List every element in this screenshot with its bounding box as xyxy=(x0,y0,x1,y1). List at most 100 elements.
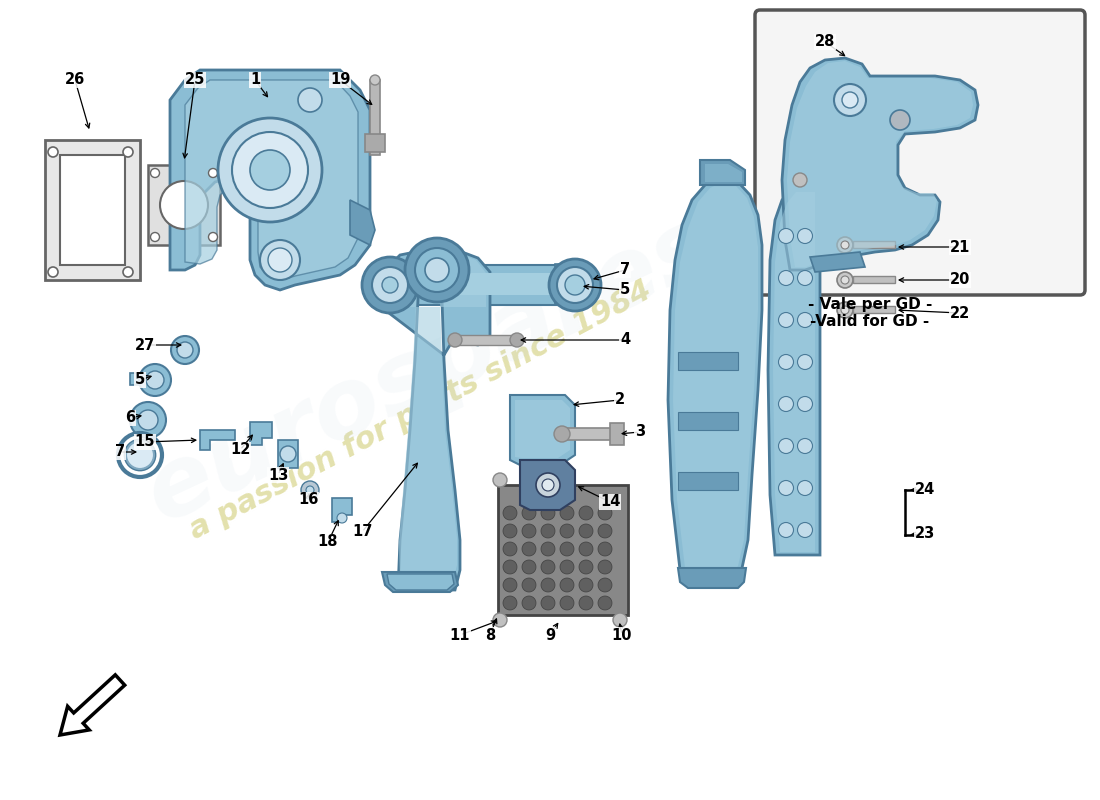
Circle shape xyxy=(372,267,408,303)
Text: 21: 21 xyxy=(949,239,970,254)
Text: 7: 7 xyxy=(620,262,630,278)
Text: 28: 28 xyxy=(815,34,835,50)
Circle shape xyxy=(598,596,612,610)
Circle shape xyxy=(503,560,517,574)
Circle shape xyxy=(779,354,793,370)
Polygon shape xyxy=(705,164,742,182)
Circle shape xyxy=(250,150,290,190)
Circle shape xyxy=(798,438,813,454)
Circle shape xyxy=(260,240,300,280)
Circle shape xyxy=(146,371,164,389)
Circle shape xyxy=(560,506,574,520)
Circle shape xyxy=(280,446,296,462)
Text: 26: 26 xyxy=(65,73,85,87)
Circle shape xyxy=(560,524,574,538)
Circle shape xyxy=(493,613,507,627)
Circle shape xyxy=(522,596,536,610)
Circle shape xyxy=(425,258,449,282)
Circle shape xyxy=(579,524,593,538)
Text: 10: 10 xyxy=(612,627,632,642)
Circle shape xyxy=(779,438,793,454)
Bar xyxy=(852,276,895,283)
Circle shape xyxy=(123,267,133,277)
Circle shape xyxy=(779,481,793,495)
Polygon shape xyxy=(515,400,570,458)
Circle shape xyxy=(541,596,556,610)
Polygon shape xyxy=(170,70,370,290)
Circle shape xyxy=(151,169,160,178)
Circle shape xyxy=(541,524,556,538)
Circle shape xyxy=(842,276,849,284)
Circle shape xyxy=(779,397,793,411)
Circle shape xyxy=(48,267,58,277)
Circle shape xyxy=(123,147,133,157)
Bar xyxy=(562,428,617,440)
Circle shape xyxy=(362,257,418,313)
Bar xyxy=(60,155,125,265)
Text: 9: 9 xyxy=(544,627,556,642)
FancyArrow shape xyxy=(60,675,124,735)
Bar xyxy=(610,423,624,445)
Circle shape xyxy=(549,259,601,311)
Bar xyxy=(148,165,220,245)
Circle shape xyxy=(779,522,793,538)
Circle shape xyxy=(798,397,813,411)
Circle shape xyxy=(793,173,807,187)
Circle shape xyxy=(522,578,536,592)
Circle shape xyxy=(598,506,612,520)
Circle shape xyxy=(560,542,574,556)
Circle shape xyxy=(177,342,192,358)
Bar xyxy=(365,134,385,152)
Polygon shape xyxy=(385,252,490,590)
Circle shape xyxy=(218,118,322,222)
Text: 12: 12 xyxy=(230,442,250,458)
Circle shape xyxy=(798,229,813,243)
Polygon shape xyxy=(510,395,575,465)
Circle shape xyxy=(125,440,155,470)
Bar xyxy=(45,140,140,280)
Circle shape xyxy=(139,364,170,396)
Text: - Vale per GD -: - Vale per GD - xyxy=(807,298,932,313)
Bar xyxy=(852,241,895,248)
Circle shape xyxy=(842,306,849,314)
Circle shape xyxy=(598,524,612,538)
Circle shape xyxy=(560,596,574,610)
Text: 27: 27 xyxy=(135,338,155,353)
Circle shape xyxy=(510,333,524,347)
Circle shape xyxy=(779,229,793,243)
Circle shape xyxy=(522,524,536,538)
Circle shape xyxy=(522,506,536,520)
Circle shape xyxy=(842,241,849,249)
Circle shape xyxy=(798,481,813,495)
Polygon shape xyxy=(782,58,978,270)
Circle shape xyxy=(798,354,813,370)
Bar xyxy=(455,335,517,345)
Circle shape xyxy=(579,560,593,574)
Circle shape xyxy=(541,578,556,592)
Text: 4: 4 xyxy=(620,333,630,347)
Text: 25: 25 xyxy=(185,73,206,87)
Polygon shape xyxy=(185,80,358,280)
Circle shape xyxy=(268,248,292,272)
Text: 14: 14 xyxy=(600,494,620,510)
Bar xyxy=(852,306,895,313)
Circle shape xyxy=(541,506,556,520)
Polygon shape xyxy=(520,460,575,510)
Bar xyxy=(370,80,379,155)
Circle shape xyxy=(779,313,793,327)
Circle shape xyxy=(579,542,593,556)
Polygon shape xyxy=(700,160,745,185)
Circle shape xyxy=(170,336,199,364)
Circle shape xyxy=(536,473,560,497)
Circle shape xyxy=(579,506,593,520)
Circle shape xyxy=(448,333,462,347)
Bar xyxy=(498,485,628,615)
Text: 5: 5 xyxy=(135,373,145,387)
Circle shape xyxy=(522,560,536,574)
Circle shape xyxy=(503,596,517,610)
Circle shape xyxy=(837,272,852,288)
Circle shape xyxy=(301,481,319,499)
Circle shape xyxy=(560,560,574,574)
Text: 7: 7 xyxy=(114,445,125,459)
Circle shape xyxy=(298,88,322,112)
